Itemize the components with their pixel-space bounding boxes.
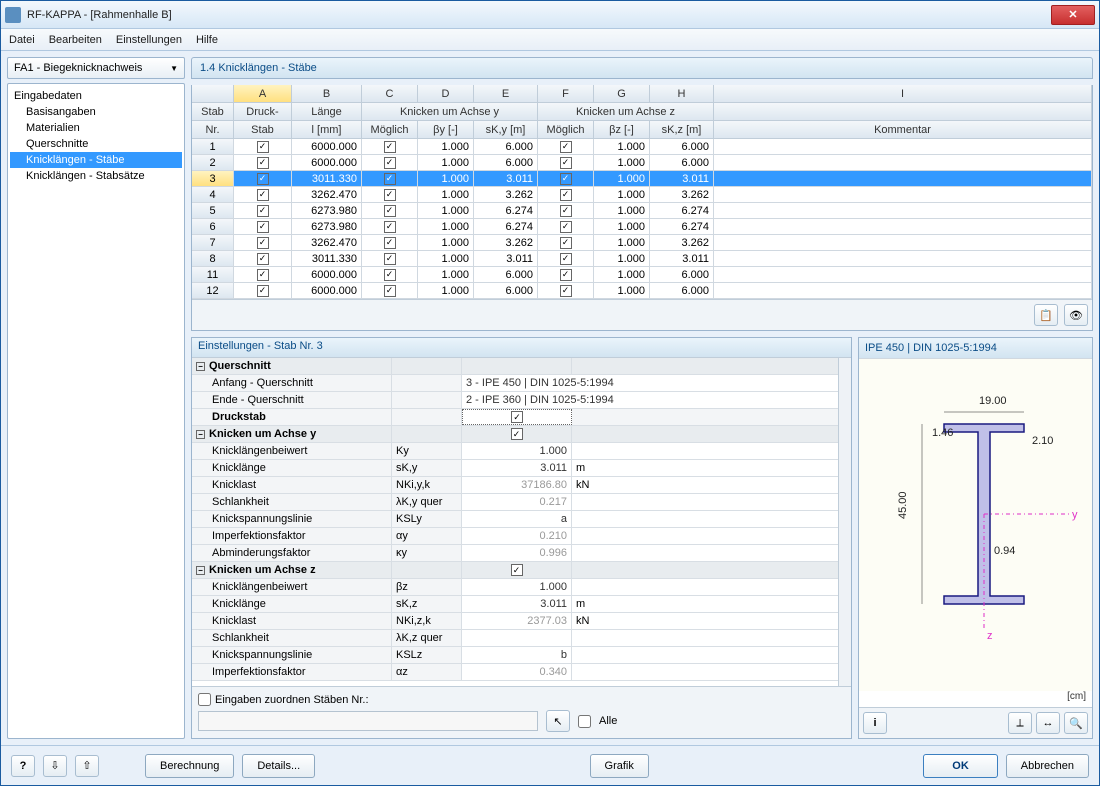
assign-checkbox[interactable]	[198, 693, 211, 706]
close-button[interactable]: ✕	[1051, 5, 1095, 25]
svg-text:1.46: 1.46	[932, 427, 953, 439]
preview-title: IPE 450 | DIN 1025-5:1994	[859, 338, 1092, 359]
settings-panel: Einstellungen - Stab Nr. 3 −QuerschnittA…	[191, 337, 852, 739]
tree-item[interactable]: Knicklängen - Stäbe	[10, 152, 182, 168]
menu-datei[interactable]: Datei	[9, 34, 35, 46]
menubar: Datei Bearbeiten Einstellungen Hilfe	[1, 29, 1099, 51]
svg-text:0.94: 0.94	[994, 545, 1015, 557]
assign-input[interactable]	[198, 711, 538, 731]
tree-item[interactable]: Materialien	[10, 120, 182, 136]
berechnung-button[interactable]: Berechnung	[145, 754, 234, 778]
view-icon[interactable]: 👁	[1064, 304, 1088, 326]
details-button[interactable]: Details...	[242, 754, 315, 778]
svg-text:45.00: 45.00	[897, 491, 909, 519]
svg-text:z: z	[987, 630, 993, 642]
svg-text:19.00: 19.00	[979, 395, 1007, 407]
chevron-down-icon: ▼	[170, 64, 178, 73]
settings-title: Einstellungen - Stab Nr. 3	[192, 338, 851, 358]
window-title: RF-KAPPA - [Rahmenhalle B]	[27, 9, 1051, 21]
section-drawing: y z 19.00 45.00 1.46 2.10 0.94	[859, 359, 1092, 691]
titlebar: RF-KAPPA - [Rahmenhalle B] ✕	[1, 1, 1099, 29]
pick-icon[interactable]: ↖	[546, 710, 570, 732]
menu-bearbeiten[interactable]: Bearbeiten	[49, 34, 102, 46]
main-grid[interactable]: ABCDEFGHIStabDruck-LängeKnicken um Achse…	[191, 85, 1093, 331]
dropdown-label: FA1 - Biegeknicknachweis	[14, 62, 142, 74]
abbrechen-button[interactable]: Abbrechen	[1006, 754, 1089, 778]
help-icon[interactable]: ?	[11, 755, 35, 777]
tree-item[interactable]: Basisangaben	[10, 104, 182, 120]
svg-text:2.10: 2.10	[1032, 435, 1053, 447]
preview-unit: [cm]	[859, 691, 1092, 707]
nav-tree: Eingabedaten BasisangabenMaterialienQuer…	[7, 83, 185, 739]
tree-root[interactable]: Eingabedaten	[10, 88, 182, 104]
assign-label: Eingaben zuordnen Stäben Nr.:	[215, 694, 369, 706]
grafik-button[interactable]: Grafik	[590, 754, 649, 778]
menu-hilfe[interactable]: Hilfe	[196, 34, 218, 46]
ok-button[interactable]: OK	[923, 754, 998, 778]
zoom-icon[interactable]: 🔍	[1064, 712, 1088, 734]
svg-text:y: y	[1072, 509, 1078, 521]
panel-title: 1.4 Knicklängen - Stäbe	[191, 57, 1093, 79]
case-dropdown[interactable]: FA1 - Biegeknicknachweis ▼	[7, 57, 185, 79]
export-icon[interactable]: 📋	[1034, 304, 1058, 326]
tree-item[interactable]: Knicklängen - Stabsätze	[10, 168, 182, 184]
tree-item[interactable]: Querschnitte	[10, 136, 182, 152]
preview-panel: IPE 450 | DIN 1025-5:1994 y z 19.00 45.0…	[858, 337, 1093, 739]
menu-einstellungen[interactable]: Einstellungen	[116, 34, 182, 46]
alle-label: Alle	[599, 715, 617, 727]
info-icon[interactable]: i	[863, 712, 887, 734]
axis-icon[interactable]: ⟂	[1008, 712, 1032, 734]
import-icon[interactable]: ⇩	[43, 755, 67, 777]
scrollbar[interactable]	[838, 358, 851, 686]
dim-icon[interactable]: ↔	[1036, 712, 1060, 734]
alle-checkbox[interactable]	[578, 715, 591, 728]
app-icon	[5, 7, 21, 23]
export2-icon[interactable]: ⇧	[75, 755, 99, 777]
